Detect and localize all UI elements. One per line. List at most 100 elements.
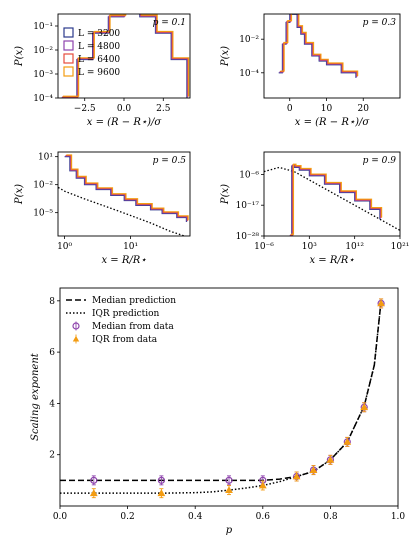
data-point-iqr — [157, 489, 166, 497]
plot-frame — [59, 287, 399, 507]
legend-swatch-0 — [63, 27, 74, 38]
series-line-3 — [290, 163, 383, 235]
y-axis-label: P(x) — [220, 184, 231, 205]
panel-annotation: p = 0.1 — [153, 18, 186, 28]
series-line-0 — [289, 165, 381, 236]
x-tick-label: 0.6 — [256, 512, 271, 522]
series-line-2 — [290, 164, 382, 236]
x-tick-label: 10³ — [302, 242, 317, 252]
legend-swatch-3 — [63, 66, 74, 77]
plot-area — [61, 14, 190, 98]
series-line-0 — [278, 14, 357, 78]
x-tick-label: 1.0 — [391, 512, 406, 522]
legend-marker-1 — [72, 335, 80, 342]
x-tick-label: 10²¹ — [391, 242, 410, 252]
y-axis-label: Scaling exponent — [30, 352, 41, 441]
legend-label-series-1: IQR from data — [92, 335, 158, 345]
series-line-3 — [62, 14, 190, 97]
data-point-iqr — [326, 455, 335, 463]
legend-label-1: L = 4800 — [78, 42, 120, 52]
x-axis-label: x = R/R⋆ — [101, 255, 146, 266]
x-axis-label: p — [226, 525, 233, 536]
prediction-curve — [58, 186, 187, 236]
x-tick-label: 0.8 — [323, 512, 338, 522]
data-point-iqr — [225, 486, 233, 493]
data-point-iqr — [292, 472, 301, 480]
x-tick-label: 0.2 — [120, 512, 134, 522]
y-tick-label: 10⁻⁴ — [239, 69, 259, 79]
x-tick-label: 2.5 — [156, 104, 171, 114]
x-axis-label: x = R/R⋆ — [309, 255, 354, 266]
y-tick-label: 10⁻⁵ — [33, 209, 53, 219]
series-line-1 — [65, 155, 188, 222]
legend-label-2: L = 6400 — [78, 55, 120, 65]
y-tick-label: 10⁻²⁸ — [236, 232, 260, 242]
legend-marker-0 — [72, 322, 80, 330]
data-point-iqr — [89, 489, 98, 497]
data-point-median — [157, 476, 165, 484]
x-tick-label: −2.5 — [74, 104, 96, 114]
y-tick-label: 10⁻³ — [33, 70, 53, 80]
series-line-3 — [66, 154, 189, 221]
x-tick-label: 0 — [287, 104, 293, 114]
y-tick-label: 4 — [49, 399, 55, 409]
panel-annotation: p = 0.9 — [363, 156, 397, 166]
data-point-iqr — [258, 481, 267, 489]
y-tick-label: 10¹ — [38, 153, 53, 163]
y-axis-label: P(x) — [14, 46, 25, 67]
x-tick-label: 20 — [358, 104, 370, 114]
plot-area — [58, 154, 189, 236]
series-line-1 — [61, 14, 189, 98]
series-line-0 — [64, 156, 187, 222]
y-axis-label: P(x) — [220, 46, 231, 67]
y-tick-label: 10⁻² — [239, 35, 259, 45]
series-line-0 — [61, 14, 188, 98]
plot-area — [278, 14, 359, 78]
series-line-2 — [62, 14, 189, 98]
data-point-median — [225, 476, 233, 484]
panel-annotation: p = 0.5 — [153, 156, 187, 166]
y-tick-label: 10⁻² — [33, 46, 53, 56]
y-tick-label: 10⁻¹ — [33, 22, 53, 32]
prediction-curve — [264, 166, 400, 231]
data-point-iqr — [309, 466, 318, 473]
y-tick-label: 6 — [49, 348, 55, 358]
legend-label-series-0: Median from data — [92, 322, 174, 332]
y-tick-label: 10⁻² — [33, 181, 53, 191]
series-line-1 — [279, 14, 358, 78]
y-axis-label: P(x) — [14, 184, 25, 205]
x-axis-label: x = (R − R⋆)/σ — [295, 117, 371, 128]
y-tick-label: 2 — [49, 451, 55, 461]
data-point-iqr — [377, 299, 385, 307]
plot-frame — [263, 13, 401, 99]
panel-annotation: p = 0.3 — [363, 18, 397, 28]
data-point-iqr — [343, 437, 352, 445]
x-axis-label: x = (R − R⋆)/σ — [87, 117, 163, 128]
x-tick-label: 10⁰ — [57, 242, 72, 252]
data-point-median — [90, 476, 98, 484]
x-tick-label: 0.0 — [117, 104, 132, 114]
data-point-iqr — [360, 403, 369, 411]
x-tick-label: 10 — [321, 104, 333, 114]
legend-label-0: L = 3200 — [78, 29, 120, 39]
x-tick-label: 10⁻⁶ — [254, 242, 274, 252]
x-tick-label: 0.4 — [188, 512, 203, 522]
plot-frame — [57, 151, 191, 237]
y-tick-label: 10⁻⁶ — [239, 170, 259, 180]
y-tick-label: 10⁻¹⁷ — [236, 201, 260, 211]
y-tick-label: 10⁻⁴ — [33, 94, 53, 104]
y-tick-label: 8 — [49, 297, 55, 307]
legend-swatch-1 — [63, 40, 74, 51]
series-line-1 — [289, 164, 382, 236]
legend-label-line-1: IQR prediction — [92, 309, 160, 319]
legend-swatch-2 — [63, 53, 74, 64]
series-line-2 — [279, 14, 358, 77]
legend-label-line-0: Median prediction — [92, 296, 176, 306]
x-tick-label: 10¹ — [123, 242, 138, 252]
prediction-line-0 — [60, 300, 382, 482]
series-line-2 — [65, 154, 189, 221]
series-line-3 — [280, 14, 359, 77]
x-tick-label: 10¹² — [345, 242, 364, 252]
x-tick-label: 0.0 — [53, 512, 68, 522]
